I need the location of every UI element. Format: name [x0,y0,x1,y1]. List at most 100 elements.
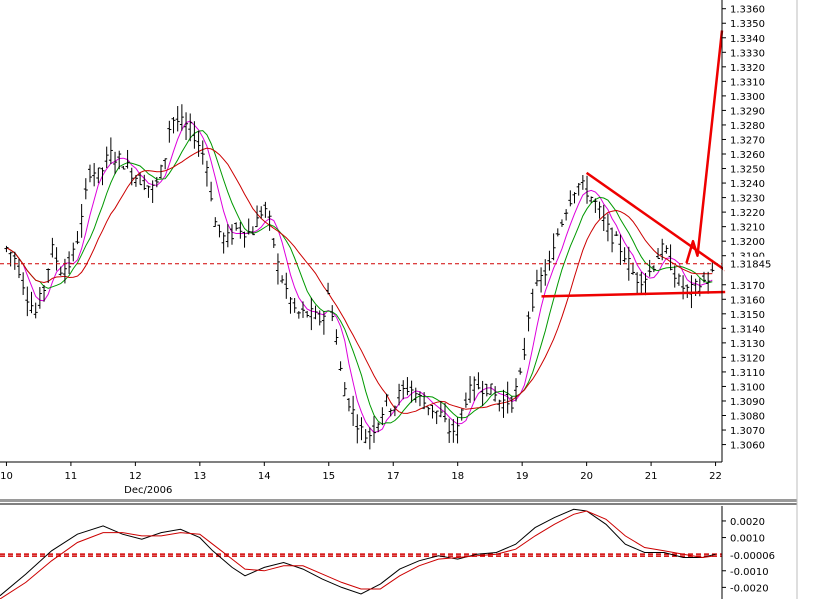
oscillator-tick-label: 0.0020 [730,517,765,528]
time-axis-month-label: Dec/2006 [124,485,172,496]
price-bar [488,383,493,395]
price-bar [618,234,623,265]
price-bar [643,273,648,296]
price-tick-label: 1.3210 [730,223,765,234]
price-bar [29,291,34,314]
price-bar [380,407,385,426]
price-bar [209,181,214,202]
price-tick-label: 1.3280 [730,121,765,132]
price-bar [125,149,130,169]
price-bar [530,288,535,312]
oscillator-reference-lines [0,553,722,557]
price-bar [363,429,368,444]
price-bar [463,392,468,408]
price-bar [576,183,581,196]
ma-fast-line [6,120,713,433]
price-bar [539,267,544,293]
price-tick-label: 1.3250 [730,165,765,176]
price-bar [87,164,92,183]
price-bar [204,160,209,187]
price-bar [409,380,414,403]
trendline-annotation-1 [541,290,726,298]
price-bar [676,273,681,286]
price-bar [83,178,88,200]
price-bar [547,250,552,271]
price-bar [221,232,226,254]
price-tick-label: 1.3230 [730,194,765,205]
time-axis: 10 11 12 13 14 15 17 18 19 20 21 22 [0,462,722,482]
price-tick-label: 1.3160 [730,295,765,306]
price-bar [388,408,393,417]
price-bar [405,377,410,396]
price-bar [4,245,9,253]
price-bar [338,361,343,371]
price-bar [555,228,560,237]
price-tick-label: 1.3140 [730,324,765,335]
price-bar [593,198,598,213]
price-bar [706,271,711,294]
price-bar [313,305,318,320]
price-bar [271,237,276,248]
price-bar [614,231,619,237]
price-bar [121,165,126,170]
price-bar [664,245,669,254]
price-bar [568,190,573,207]
price-tick-label: 1.3270 [730,135,765,146]
ma-slow-line [6,147,713,414]
price-bar [597,201,602,219]
price-bar [701,271,706,283]
price-bar [518,367,523,375]
price-bar [564,209,569,221]
price-bar [367,427,372,450]
price-bar [605,213,610,242]
price-tick-label: 1.3070 [730,426,765,437]
time-tick-label: 17 [387,471,400,482]
price-tick-label: 1.3110 [730,368,765,379]
price-tick-label: 1.3080 [730,412,765,423]
price-bar [196,130,201,157]
price-bar [292,298,297,313]
price-bar [484,383,489,397]
time-tick-label: 15 [322,471,335,482]
price-bar [79,203,84,238]
price-bar [430,404,435,419]
price-bar [622,247,627,263]
price-bar [158,164,163,179]
moving-averages [6,120,713,433]
price-bar [25,286,30,317]
price-tick-label: 1.3170 [730,281,765,292]
price-bar [154,176,159,188]
price-bar [635,272,640,295]
price-bar [476,372,481,390]
price-bar [359,417,364,441]
price-bar [401,380,406,400]
price-bar [150,180,155,203]
time-tick-label: 20 [580,471,593,482]
price-bar [384,393,389,407]
splitter-bar[interactable] [0,499,797,502]
time-tick-label: 18 [451,471,464,482]
price-bar [142,174,147,191]
price-bar [46,268,51,283]
price-bar [434,410,439,425]
price-bar [443,402,448,423]
price-bar [33,302,38,319]
panel-splitter[interactable] [0,0,798,599]
price-bar [630,262,635,275]
price-bar [472,376,477,401]
price-bar [54,247,59,271]
price-bar [422,392,427,410]
current-price-box [723,256,783,271]
price-bar [284,272,289,299]
oscillator-panel: 0.0020 0.0010 -0.0010 -0.0020 -0.00006 [0,506,775,600]
oscillator-tick-label: -0.0020 [730,583,769,594]
price-bar [493,386,498,402]
time-tick-label: 21 [645,471,658,482]
price-bar [217,224,222,238]
price-bar [601,204,606,231]
oscillator-line-1 [0,510,716,600]
price-bar [672,265,677,288]
price-bar [275,253,280,285]
price-bar [171,117,176,134]
